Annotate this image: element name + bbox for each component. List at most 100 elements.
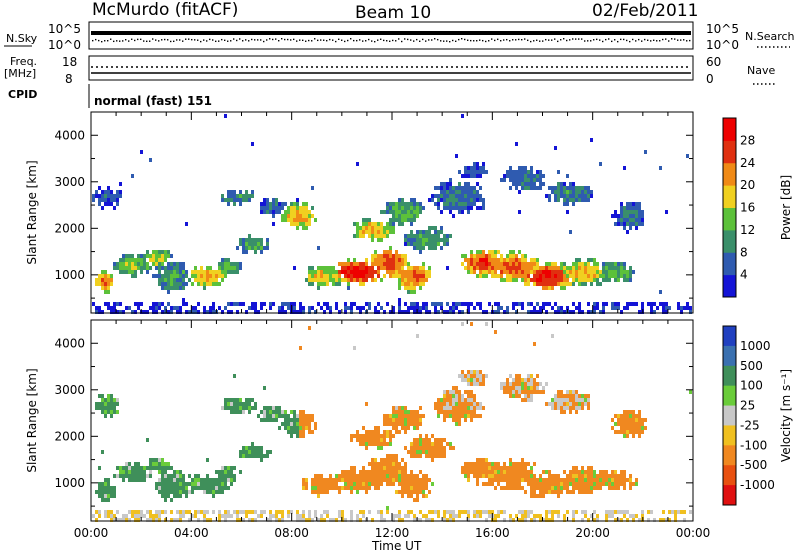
nsearch-dot	[524, 38, 526, 40]
heatmap-cell	[479, 414, 482, 418]
heatmap-cell	[473, 170, 476, 174]
heatmap-cell	[209, 274, 212, 278]
heatmap-cell	[626, 222, 629, 226]
heatmap-cell	[566, 198, 569, 202]
heatmap-cell	[587, 266, 590, 270]
heatmap-cell	[476, 510, 479, 514]
heatmap-cell	[563, 194, 566, 198]
heatmap-cell	[596, 270, 599, 274]
heatmap-cell	[629, 422, 632, 426]
heatmap-cell	[509, 462, 512, 466]
heatmap-cell	[389, 254, 392, 258]
heatmap-cell	[239, 238, 242, 242]
heatmap-cell	[239, 510, 242, 514]
heatmap-cell	[539, 270, 542, 274]
heatmap-cell	[596, 478, 599, 482]
heatmap-cell	[509, 386, 512, 390]
heatmap-cell	[374, 458, 377, 462]
heatmap-cell	[647, 302, 650, 306]
heatmap-cell	[608, 482, 611, 486]
heatmap-cell	[239, 198, 242, 202]
heatmap-cell	[515, 274, 518, 278]
nsearch-dot	[575, 38, 577, 40]
heatmap-cell	[218, 518, 221, 522]
heatmap-cell	[323, 278, 326, 282]
heatmap-cell	[215, 278, 218, 282]
nsearch-dot	[308, 39, 310, 42]
heatmap-cell	[143, 474, 146, 478]
heatmap-cell	[347, 482, 350, 486]
heatmap-cell	[437, 402, 440, 406]
heatmap-cell	[413, 446, 416, 450]
heatmap-cell	[425, 274, 428, 278]
heatmap-cell	[545, 194, 548, 198]
heatmap-cell	[494, 330, 497, 334]
heatmap-cell	[518, 474, 521, 478]
heatmap-cell	[485, 170, 488, 174]
heatmap-cell	[545, 310, 548, 314]
heatmap-cell	[395, 274, 398, 278]
heatmap-cell	[314, 426, 317, 430]
heatmap-cell	[563, 410, 566, 414]
heatmap-cell	[542, 274, 545, 278]
heatmap-cell	[464, 470, 467, 474]
heatmap-cell	[410, 510, 413, 514]
heatmap-cell	[416, 266, 419, 270]
heatmap-cell	[260, 454, 263, 458]
heatmap-cell	[305, 414, 308, 418]
heatmap-cell	[497, 478, 500, 482]
heatmap-cell	[443, 510, 446, 514]
colorbar-tick-label: 16	[740, 201, 755, 215]
heatmap-cell	[494, 474, 497, 478]
heatmap-cell	[182, 286, 185, 290]
colorbar-segment	[723, 162, 736, 186]
heatmap-cell	[377, 446, 380, 450]
heatmap-cell	[572, 490, 575, 494]
heatmap-cell	[569, 394, 572, 398]
heatmap-cell	[443, 242, 446, 246]
heatmap-cell	[215, 470, 218, 474]
heatmap-cell	[482, 474, 485, 478]
heatmap-cell	[116, 310, 119, 314]
heatmap-cell	[236, 398, 239, 402]
heatmap-cell	[632, 222, 635, 226]
heatmap-cell	[101, 282, 104, 286]
heatmap-cell	[491, 470, 494, 474]
heatmap-cell	[470, 470, 473, 474]
heatmap-cell	[536, 266, 539, 270]
heatmap-cell	[557, 190, 560, 194]
heatmap-cell	[299, 310, 302, 314]
heatmap-cell	[431, 458, 434, 462]
heatmap-cell	[341, 278, 344, 282]
heatmap-cell	[416, 282, 419, 286]
heatmap-cell	[131, 270, 134, 274]
heatmap-cell	[224, 474, 227, 478]
nsearch-dot	[458, 38, 460, 41]
heatmap-cell	[578, 278, 581, 282]
heatmap-cell	[485, 458, 488, 462]
heatmap-cell	[620, 214, 623, 218]
heatmap-cell	[557, 514, 560, 518]
heatmap-cell	[272, 210, 275, 214]
heatmap-cell	[575, 510, 578, 514]
heatmap-cell	[335, 486, 338, 490]
heatmap-cell	[266, 202, 269, 206]
heatmap-cell	[521, 170, 524, 174]
heatmap-cell	[476, 250, 479, 254]
heatmap-cell	[332, 270, 335, 274]
heatmap-cell	[614, 430, 617, 434]
heatmap-cell	[569, 406, 572, 410]
nsearch-dot	[290, 39, 292, 41]
heatmap-cell	[206, 478, 209, 482]
heatmap-cell	[449, 186, 452, 190]
heatmap-cell	[629, 202, 632, 206]
heatmap-cell	[380, 518, 383, 522]
heatmap-cell	[557, 182, 560, 186]
heatmap-cell	[134, 510, 137, 514]
heatmap-cell	[392, 426, 395, 430]
heatmap-cell	[674, 518, 677, 522]
heatmap-cell	[512, 466, 515, 470]
heatmap-cell	[551, 282, 554, 286]
heatmap-cell	[326, 510, 329, 514]
heatmap-cell	[362, 270, 365, 274]
